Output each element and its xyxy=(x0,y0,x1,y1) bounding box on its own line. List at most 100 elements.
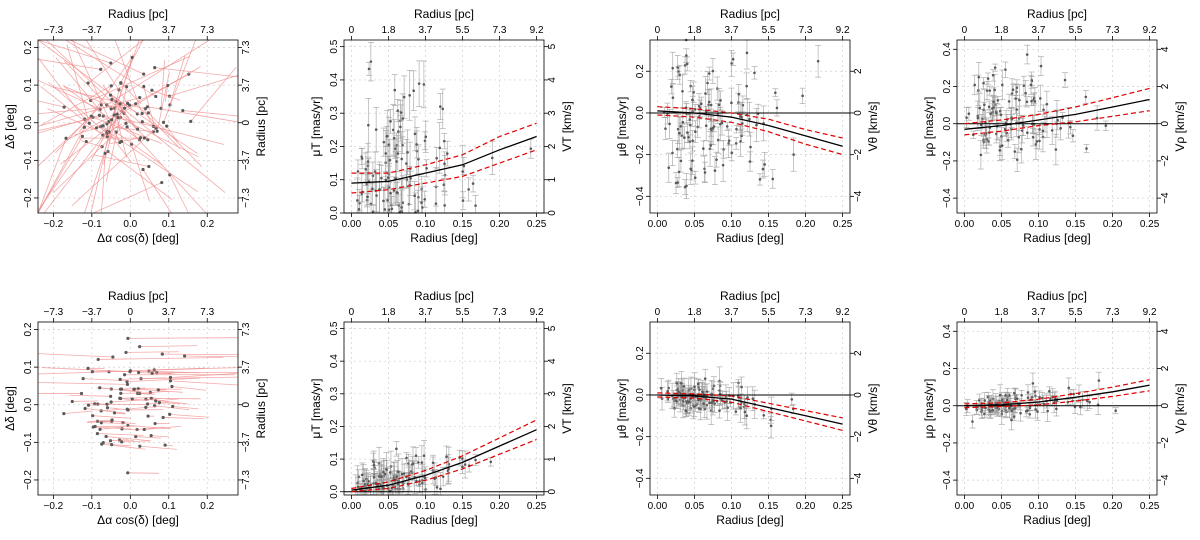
data-point xyxy=(675,399,678,403)
trend-line xyxy=(964,384,1150,407)
vector xyxy=(64,60,112,110)
data-point xyxy=(441,475,445,478)
data-point xyxy=(1059,126,1062,130)
vector xyxy=(147,106,239,123)
data-point xyxy=(110,97,114,101)
data-point xyxy=(392,189,396,192)
y2-tick-label-4: 4 xyxy=(1160,328,1171,334)
data-point xyxy=(692,91,695,94)
x2-tick-label-2: 3.7 xyxy=(725,25,739,36)
y2-tick-label-4: 4 xyxy=(1160,46,1171,52)
data-point xyxy=(423,197,427,201)
data-point xyxy=(998,393,1002,397)
data-point xyxy=(149,434,153,438)
data-point xyxy=(439,105,442,108)
chart-panel-r2c3: 0.00 0.05 0.10 0.15 0.20 0.25−0.4−0.20.00.20 1… xyxy=(615,289,880,527)
data-point xyxy=(1038,395,1041,399)
vector xyxy=(106,39,210,106)
data-point xyxy=(711,69,715,73)
x-axis-title: Radius [deg] xyxy=(410,231,477,245)
data-point xyxy=(1012,415,1016,418)
data-point xyxy=(977,75,981,79)
x2-tick-label-0: −7.3 xyxy=(44,25,64,36)
x2-tick-label-5: 9.2 xyxy=(1143,307,1157,318)
vector xyxy=(101,443,146,450)
data-point xyxy=(992,100,995,104)
data-point xyxy=(1035,140,1039,143)
x-tick-label-3: 0.15 xyxy=(1066,219,1086,230)
data-point xyxy=(161,415,165,420)
data-point xyxy=(677,170,681,174)
data-point xyxy=(142,427,146,432)
vector xyxy=(110,94,198,154)
data-point xyxy=(973,83,977,87)
x-tick-label-4: 0.20 xyxy=(490,501,510,512)
data-point xyxy=(684,409,687,412)
x-tick-label-4: 0.2 xyxy=(200,219,214,230)
data-point xyxy=(1046,409,1049,413)
trend-line xyxy=(657,394,843,425)
y-tick-label-5: 0.5 xyxy=(329,321,340,335)
data-point xyxy=(357,207,361,211)
data-point xyxy=(399,125,402,129)
data-point xyxy=(358,201,361,205)
data-point xyxy=(667,166,671,170)
x-tick-label-3: 0.1 xyxy=(162,219,176,230)
data-point xyxy=(698,388,701,391)
data-point xyxy=(182,354,187,358)
data-point xyxy=(382,140,386,144)
data-point xyxy=(685,54,688,57)
x-tick-label-5: 0.25 xyxy=(1140,501,1160,512)
vector xyxy=(125,351,179,353)
data-point xyxy=(1025,53,1029,56)
data-point xyxy=(1015,397,1019,400)
data-point xyxy=(367,479,370,483)
x2-tick-label-4: 7.3 xyxy=(1106,307,1120,318)
y-tick-label-3: 0.3 xyxy=(329,106,340,120)
data-point xyxy=(123,106,127,110)
data-point xyxy=(1031,382,1035,385)
data-point xyxy=(758,178,762,181)
data-point xyxy=(362,479,365,483)
data-point xyxy=(1004,68,1007,71)
data-point xyxy=(709,144,713,147)
data-point xyxy=(681,89,684,93)
vector xyxy=(184,355,239,358)
data-point xyxy=(731,57,735,61)
data-point xyxy=(387,143,391,147)
data-point xyxy=(356,481,359,485)
y-tick-label-2: 0.2 xyxy=(329,139,340,153)
data-point xyxy=(775,106,779,110)
vector xyxy=(37,136,83,214)
data-point xyxy=(676,127,680,131)
data-point xyxy=(1014,97,1018,100)
x2-axis-title: Radius [pc] xyxy=(720,289,780,303)
vector xyxy=(98,357,224,360)
vector xyxy=(37,382,128,385)
data-point xyxy=(412,89,415,92)
y-tick-label-0: −0.4 xyxy=(942,188,953,208)
data-point xyxy=(422,83,426,86)
data-point xyxy=(978,106,982,110)
data-point xyxy=(109,107,113,111)
x-tick-label-4: 0.20 xyxy=(796,219,816,230)
data-point xyxy=(442,139,446,143)
y2-axis-title: Vθ [km/s] xyxy=(866,383,880,433)
vector xyxy=(119,397,155,399)
y2-axis-title: VT [km/s] xyxy=(560,383,574,433)
y-tick-label-4: 0.2 xyxy=(23,40,34,54)
data-point xyxy=(977,399,981,402)
data-point xyxy=(987,105,991,109)
y2-tick-label-4: 7.3 xyxy=(241,322,252,336)
x-tick-label-4: 0.20 xyxy=(490,219,510,230)
data-point xyxy=(1010,409,1014,413)
data-point xyxy=(1007,100,1011,103)
data-point xyxy=(124,121,128,125)
data-point xyxy=(382,470,385,474)
data-point xyxy=(671,96,675,100)
data-point xyxy=(142,136,147,140)
data-point xyxy=(701,147,705,150)
x2-tick-label-3: 5.5 xyxy=(1069,307,1083,318)
vector xyxy=(151,435,169,438)
vector xyxy=(37,58,101,70)
